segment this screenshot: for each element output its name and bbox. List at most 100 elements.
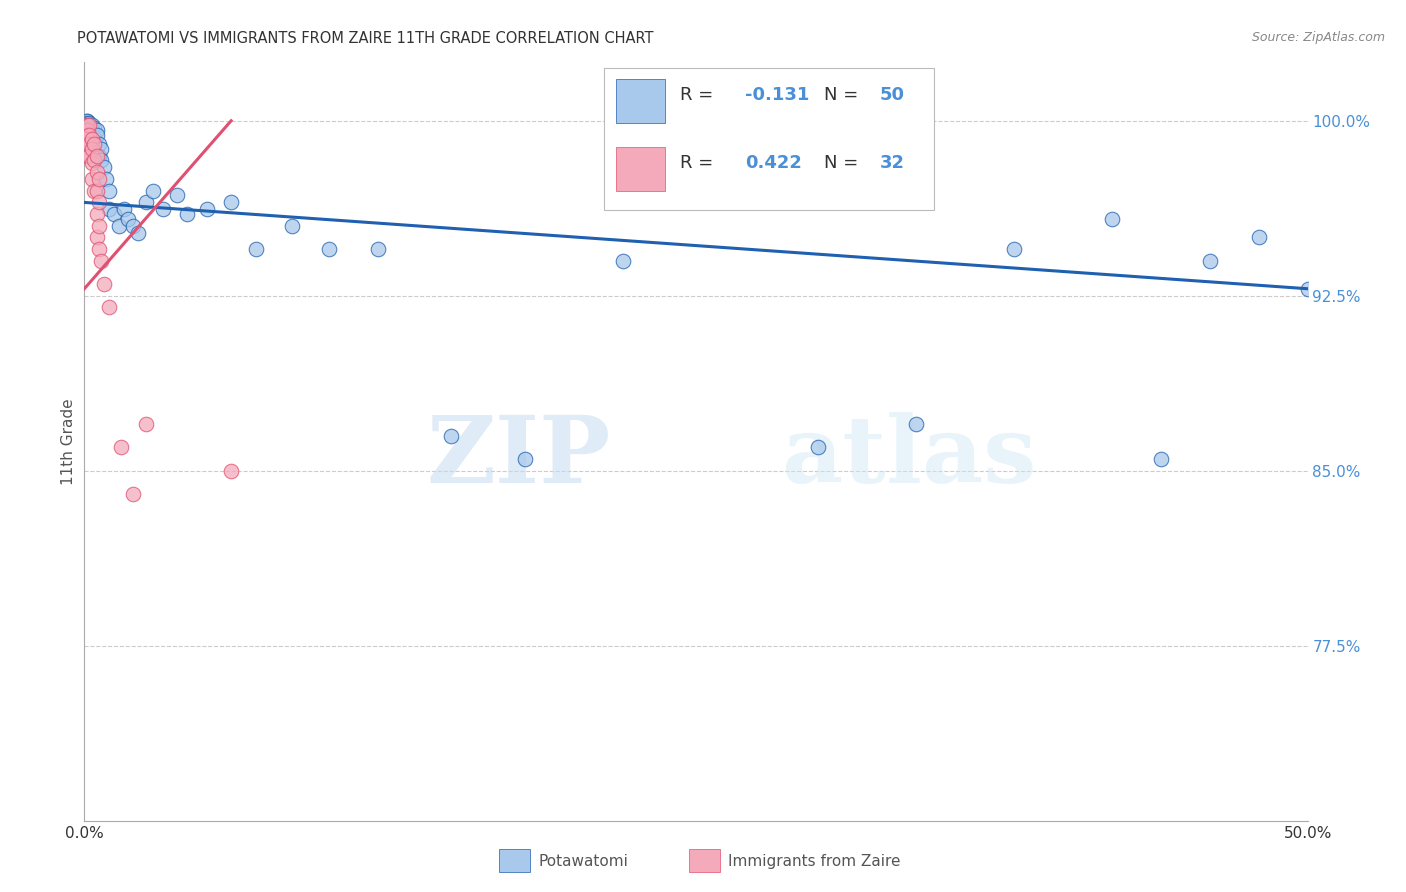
Point <box>122 219 145 233</box>
Point <box>807 441 830 455</box>
Point <box>87 195 110 210</box>
Point <box>80 128 103 142</box>
Point <box>97 301 120 315</box>
Point <box>90 253 112 268</box>
Point <box>87 137 110 152</box>
Point <box>83 153 105 168</box>
Point <box>1101 211 1123 226</box>
Point <box>77 120 100 135</box>
Point <box>440 428 463 442</box>
Point <box>87 172 110 186</box>
FancyBboxPatch shape <box>605 68 935 211</box>
Point <box>83 137 105 152</box>
Point <box>76 149 98 163</box>
Point <box>93 161 115 175</box>
Point <box>76 119 98 133</box>
Text: R =: R = <box>681 154 718 172</box>
Point <box>80 119 103 133</box>
Point <box>83 130 105 145</box>
Point <box>117 211 139 226</box>
FancyBboxPatch shape <box>616 147 665 191</box>
Point <box>86 123 108 137</box>
Point <box>103 207 125 221</box>
Point <box>83 184 105 198</box>
Point <box>612 253 634 268</box>
Point <box>86 184 108 198</box>
Point <box>87 242 110 256</box>
Text: Immigrants from Zaire: Immigrants from Zaire <box>728 855 901 869</box>
Point <box>135 417 157 431</box>
Point <box>1150 452 1173 467</box>
Point <box>77 119 100 133</box>
Point <box>87 149 110 163</box>
Point <box>86 128 108 142</box>
Point <box>107 219 129 233</box>
Point <box>76 113 98 128</box>
Point <box>127 226 149 240</box>
Point <box>86 165 108 179</box>
Text: 32: 32 <box>880 154 904 172</box>
Point <box>1198 253 1220 268</box>
Point <box>112 202 135 217</box>
Point <box>90 153 112 168</box>
Point <box>77 128 100 142</box>
Point <box>90 142 112 156</box>
Text: Potawatomi: Potawatomi <box>538 855 628 869</box>
Point <box>77 119 100 133</box>
Text: -0.131: -0.131 <box>745 86 810 104</box>
Point <box>86 207 108 221</box>
Point <box>80 172 103 186</box>
Point <box>122 487 145 501</box>
Point <box>87 219 110 233</box>
Point <box>76 113 98 128</box>
Text: N =: N = <box>824 86 865 104</box>
Text: 0.422: 0.422 <box>745 154 801 172</box>
Point <box>1002 242 1025 256</box>
Point <box>219 195 242 210</box>
Point <box>76 123 98 137</box>
Point <box>1247 230 1270 244</box>
Point <box>1296 282 1319 296</box>
Text: ZIP: ZIP <box>426 412 610 501</box>
Point <box>110 441 132 455</box>
Point <box>76 132 98 146</box>
Text: R =: R = <box>681 86 718 104</box>
Point <box>905 417 928 431</box>
Point <box>76 128 98 142</box>
Point <box>245 242 267 256</box>
Text: atlas: atlas <box>782 412 1038 501</box>
Text: POTAWATOMI VS IMMIGRANTS FROM ZAIRE 11TH GRADE CORRELATION CHART: POTAWATOMI VS IMMIGRANTS FROM ZAIRE 11TH… <box>77 31 654 46</box>
Point <box>367 242 389 256</box>
Point <box>97 202 120 217</box>
Point <box>97 184 120 198</box>
Point <box>709 195 731 210</box>
Text: N =: N = <box>824 154 865 172</box>
Point <box>195 202 218 217</box>
Point <box>83 120 105 135</box>
Point <box>76 116 98 130</box>
Point <box>77 116 100 130</box>
Point <box>176 207 198 221</box>
Point <box>152 202 174 217</box>
Point <box>513 452 536 467</box>
Point <box>80 123 103 137</box>
Point <box>86 149 108 163</box>
Point <box>219 464 242 478</box>
Point <box>77 149 100 163</box>
Point <box>281 219 304 233</box>
Point <box>96 172 118 186</box>
Text: 50: 50 <box>880 86 904 104</box>
Point <box>86 230 108 244</box>
Point <box>135 195 157 210</box>
Point <box>80 142 103 156</box>
Point <box>166 188 188 202</box>
Point <box>318 242 340 256</box>
Y-axis label: 11th Grade: 11th Grade <box>60 398 76 485</box>
Point <box>93 277 115 291</box>
Point <box>77 137 100 152</box>
Text: Source: ZipAtlas.com: Source: ZipAtlas.com <box>1251 31 1385 45</box>
Point <box>80 155 103 169</box>
Point <box>142 184 165 198</box>
FancyBboxPatch shape <box>616 79 665 123</box>
Point <box>80 132 103 146</box>
